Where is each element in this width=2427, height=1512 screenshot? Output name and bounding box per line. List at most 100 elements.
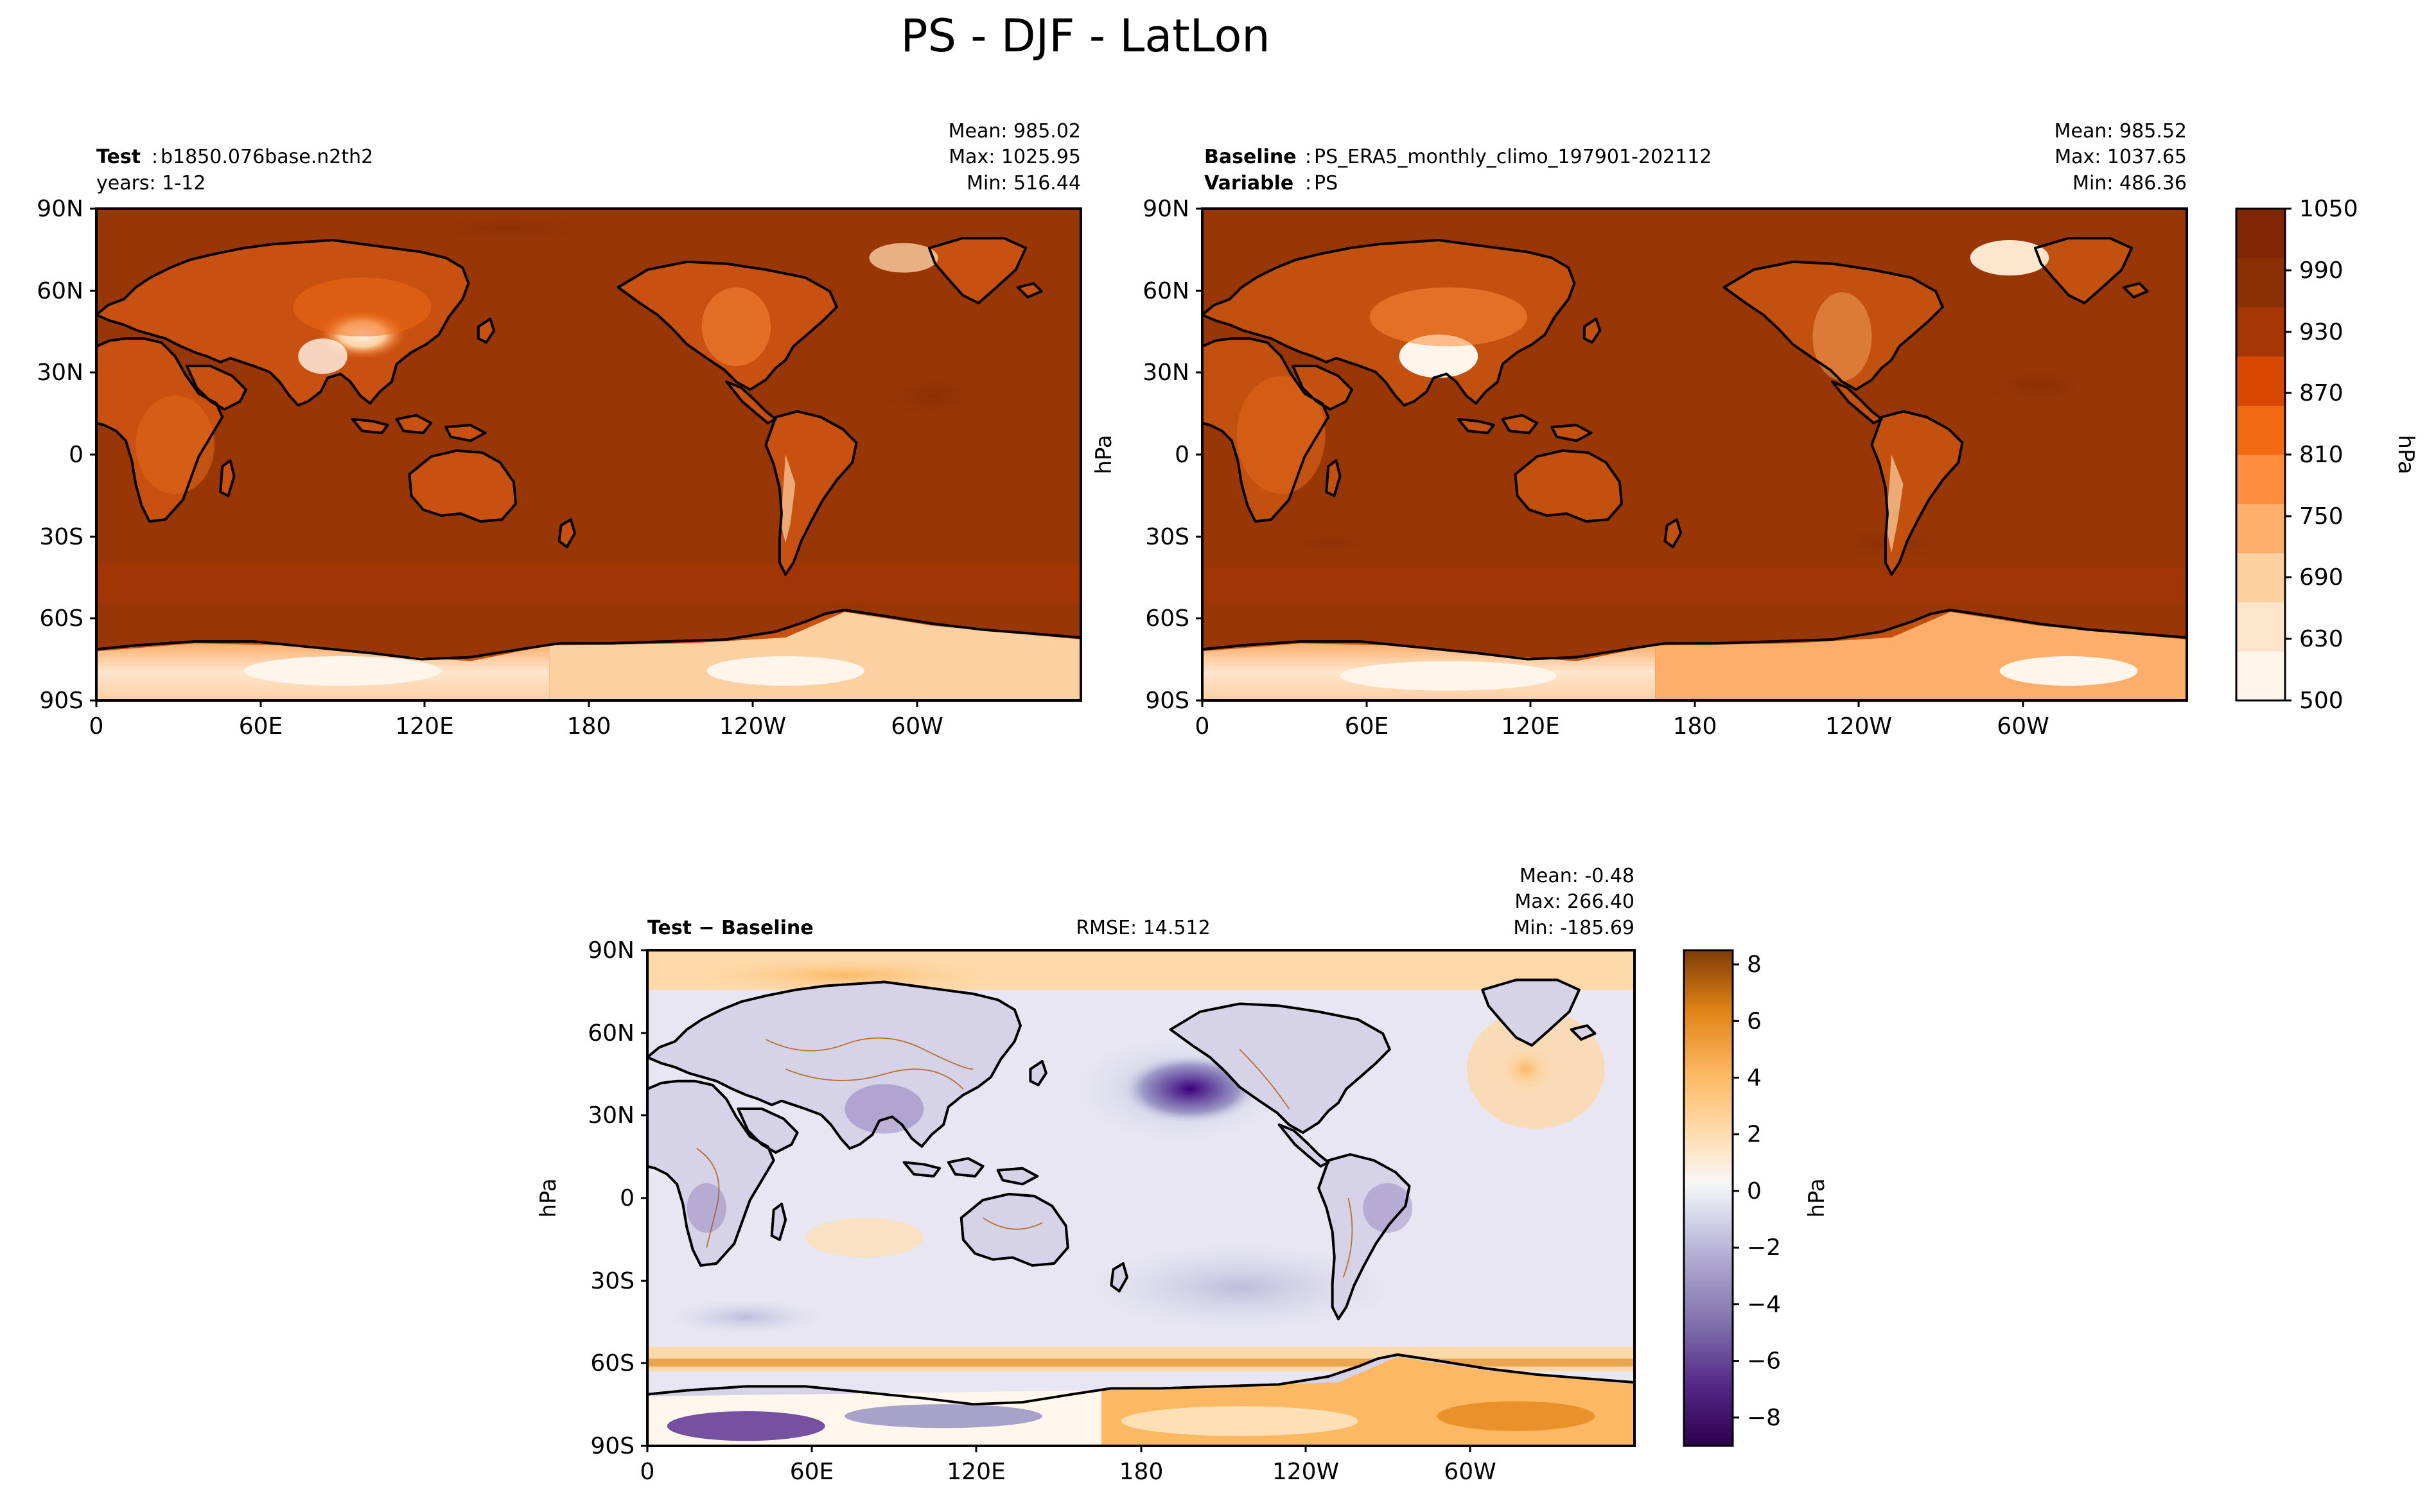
abs-cb-tick: 990	[2299, 257, 2344, 284]
baseline-lon-tick: 0	[1195, 713, 1210, 740]
abs-cb-band	[2236, 282, 2285, 308]
abs-cb-band	[2236, 602, 2285, 627]
baseline-ylabel: hPa	[1091, 435, 1117, 474]
diff-stat-min: Min: -185.69	[1513, 917, 1634, 939]
abs-cb-tick: 750	[2299, 503, 2344, 530]
diff-cb-tick: 0	[1747, 1178, 1762, 1204]
diff-lon-tick: 0	[640, 1459, 655, 1485]
baseline-title-sep: :	[1305, 146, 1311, 168]
test-stat-min: Min: 516.44	[967, 172, 1081, 195]
baseline-lat-tick: 60S	[1145, 605, 1189, 632]
abs-cb-tick: 630	[2299, 626, 2344, 652]
baseline-lon-tick: 180	[1673, 713, 1717, 740]
test-lon-axis: 0 60E 120E 180 120W 60W	[89, 700, 943, 740]
diff-lon-tick: 180	[1119, 1459, 1164, 1485]
diff-ylabel: hPa	[536, 1178, 561, 1217]
baseline-lat-tick: 30N	[1143, 360, 1189, 386]
test-lon-tick: 0	[89, 713, 104, 740]
abs-cb-band	[2236, 356, 2285, 381]
abs-cb-band	[2236, 430, 2285, 455]
diff-lat-tick: 60S	[590, 1350, 635, 1377]
abs-cb-band	[2236, 233, 2285, 259]
abs-cb-band	[2236, 257, 2285, 283]
test-lat-tick: 90N	[37, 196, 83, 222]
diff-lon-tick: 120E	[947, 1459, 1005, 1485]
diff-rmse: RMSE: 14.512	[1076, 917, 1210, 939]
baseline-lat-tick: 90N	[1143, 196, 1189, 222]
difference-panel: Test − Baseline RMSE: 14.512 Mean: -0.48…	[536, 865, 1830, 1485]
diff-cb-tick: 6	[1747, 1008, 1762, 1034]
baseline-lon-tick: 120E	[1501, 713, 1559, 740]
test-lat-tick: 0	[69, 442, 83, 468]
diff-lat-tick: 90N	[588, 937, 635, 964]
test-map	[96, 209, 1081, 700]
baseline-lat-axis: 90N 60N 30N 0 30S 60S 90S	[1143, 196, 1202, 714]
diff-cb-tick: −6	[1747, 1348, 1781, 1375]
abs-cb-band	[2236, 455, 2285, 480]
diff-stat-mean: Mean: -0.48	[1520, 865, 1634, 887]
diff-lat-tick: 60N	[588, 1020, 635, 1047]
test-lon-tick: 120W	[719, 713, 786, 740]
diff-lon-tick: 60W	[1444, 1459, 1496, 1485]
diff-lon-tick: 120W	[1272, 1459, 1339, 1485]
diff-title-bold: Test − Baseline	[647, 917, 814, 939]
baseline-lon-tick: 60W	[1997, 713, 2049, 740]
test-lat-tick: 30N	[37, 360, 83, 386]
diff-cb-tick: −4	[1747, 1291, 1781, 1317]
diff-colorbar: 8 6 4 2 0 −2 −4 −6 −8 hPa	[1683, 949, 1830, 1447]
test-title-text: b1850.076base.n2th2	[161, 146, 373, 168]
abs-cb-band	[2236, 479, 2285, 505]
baseline-lon-tick: 60E	[1345, 713, 1389, 740]
diff-lat-tick: 90S	[590, 1433, 635, 1459]
test-lat-tick: 60N	[37, 278, 83, 304]
baseline-panel: Baseline : PS_ERA5_monthly_climo_197901-…	[1091, 120, 2419, 740]
abs-cb-band	[2236, 528, 2285, 553]
test-stat-mean: Mean: 985.02	[949, 120, 1081, 143]
diff-lon-axis: 0 60E 120E 180 120W 60W	[640, 1446, 1496, 1485]
abs-cb-band	[2236, 405, 2285, 431]
diff-lon-tick: 60E	[790, 1459, 834, 1485]
baseline-lon-tick: 120W	[1825, 713, 1892, 740]
test-lon-tick: 180	[567, 713, 611, 740]
abs-cb-tick: 870	[2299, 380, 2344, 406]
diff-lat-axis: 90N 60N 30N 0 30S 60S 90S	[588, 937, 647, 1459]
baseline-stat-max: Max: 1037.65	[2055, 146, 2187, 168]
baseline-title-bold: Baseline	[1204, 146, 1297, 168]
baseline-lon-axis: 0 60E 120E 180 120W 60W	[1195, 700, 2049, 740]
abs-cb-tick: 500	[2299, 688, 2344, 714]
diff-cb-tick: 2	[1747, 1122, 1762, 1148]
baseline-stat-mean: Mean: 985.52	[2055, 120, 2187, 143]
diff-cb-label: hPa	[1804, 1178, 1830, 1217]
test-stat-max: Max: 1025.95	[949, 146, 1081, 168]
diff-cb-tick: −2	[1747, 1235, 1781, 1261]
diff-lat-tick: 0	[620, 1185, 635, 1212]
abs-cb-band	[2236, 381, 2285, 406]
abs-cb-band	[2236, 627, 2285, 652]
abs-cb-band	[2236, 651, 2285, 677]
baseline-stat-min: Min: 486.36	[2072, 172, 2187, 195]
test-title-sep: :	[152, 146, 158, 168]
abs-cb-tick: 930	[2299, 319, 2344, 345]
baseline-map	[1202, 209, 2187, 700]
baseline-lat-tick: 60N	[1143, 278, 1189, 304]
test-title-bold: Test	[96, 146, 141, 168]
test-lat-tick: 60S	[39, 605, 83, 632]
baseline-subtitle-bold: Variable	[1204, 172, 1293, 195]
test-panel: Test : b1850.076base.n2th2 years: 1-12 M…	[37, 120, 1082, 740]
diff-map	[647, 950, 1634, 1446]
diff-lat-tick: 30S	[590, 1268, 635, 1294]
figure-title: PS - DJF - LatLon	[900, 10, 1270, 62]
abs-cb-label: hPa	[2393, 435, 2419, 474]
diff-cb-tick: 8	[1747, 952, 1762, 978]
test-lon-tick: 60W	[891, 713, 943, 740]
diff-lat-tick: 30N	[588, 1102, 635, 1129]
baseline-subtitle-text: PS	[1314, 172, 1338, 195]
baseline-subtitle-sep: :	[1305, 172, 1311, 195]
baseline-lat-tick: 90S	[1145, 688, 1189, 714]
diff-cb-tick: 4	[1747, 1065, 1762, 1091]
test-lat-tick: 30S	[39, 524, 83, 550]
abs-cb-band	[2236, 307, 2285, 332]
abs-cb-band	[2236, 209, 2285, 234]
abs-cb-band	[2236, 675, 2285, 701]
